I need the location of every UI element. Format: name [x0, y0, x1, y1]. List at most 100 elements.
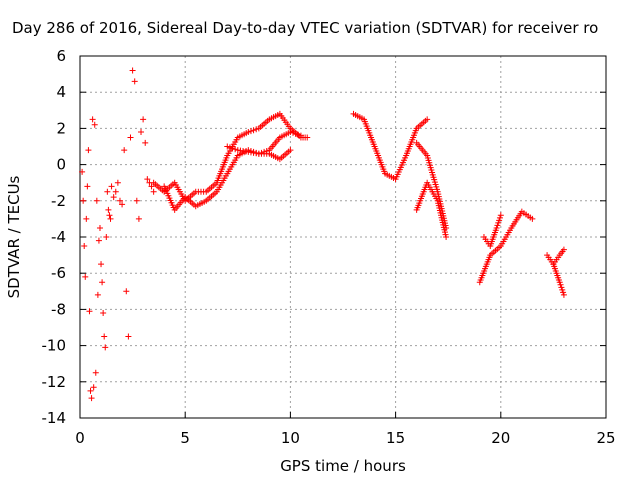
data-point	[295, 131, 302, 138]
data-point	[496, 214, 503, 221]
data-point	[129, 67, 136, 74]
data-point	[88, 395, 95, 402]
data-point	[85, 147, 92, 154]
y-tick-label: -14	[42, 409, 67, 427]
data-point	[104, 188, 111, 195]
data-point	[100, 310, 107, 317]
y-tick-label: -12	[42, 373, 67, 391]
y-tick-label: -10	[42, 337, 67, 355]
data-point	[496, 217, 503, 224]
data-point	[144, 176, 151, 183]
data-point	[79, 168, 86, 175]
data-point	[89, 116, 96, 123]
x-tick-label: 0	[75, 429, 85, 447]
data-point	[559, 286, 566, 293]
data-point	[80, 197, 87, 204]
data-point	[112, 188, 119, 195]
data-point	[297, 132, 304, 139]
y-tick-label: 0	[56, 156, 66, 174]
x-tick-label: 5	[180, 429, 190, 447]
data-point	[105, 206, 112, 213]
data-point	[250, 127, 257, 134]
axis-ticks: 0 5 10 15 20 25 -14 -12 -10 -8 -6 -4 -2 0 2 4 6	[42, 47, 616, 447]
data-point	[121, 147, 128, 154]
data-point	[90, 384, 97, 391]
x-tick-label: 10	[281, 429, 300, 447]
data-point	[125, 333, 132, 340]
data-point	[138, 129, 145, 136]
x-tick-label: 25	[596, 429, 615, 447]
data-point	[245, 129, 252, 136]
data-point	[494, 222, 501, 229]
data-point	[123, 288, 130, 295]
x-tick-label: 15	[386, 429, 405, 447]
data-point	[140, 116, 147, 123]
data-point	[290, 129, 297, 136]
data-point	[253, 126, 260, 133]
data-point	[131, 78, 138, 85]
data-point	[96, 224, 103, 231]
data-point	[116, 197, 123, 204]
data-point	[101, 333, 108, 340]
data-point	[560, 291, 567, 298]
data-point	[247, 128, 254, 135]
data-point	[232, 146, 239, 153]
data-point	[560, 289, 567, 296]
data-point	[560, 246, 567, 253]
y-tick-label: -8	[51, 300, 66, 318]
y-tick-label: -4	[51, 228, 66, 246]
chart-title: Day 286 of 2016, Sidereal Day-to-day VTE…	[12, 19, 598, 37]
data-point	[556, 279, 563, 286]
x-tick-label: 20	[491, 429, 510, 447]
data-point	[142, 139, 149, 146]
data-point	[304, 134, 311, 141]
data-point	[98, 261, 105, 268]
data-point	[127, 134, 134, 141]
y-tick-label: -6	[51, 264, 66, 282]
data-point	[493, 224, 500, 231]
y-tick-label: -2	[51, 192, 66, 210]
data-point	[229, 145, 236, 152]
data-point	[133, 197, 140, 204]
y-tick-label: 6	[56, 47, 66, 65]
data-point	[92, 369, 99, 376]
data-point	[150, 188, 157, 195]
data-point	[287, 147, 294, 154]
data-point	[91, 121, 98, 128]
data-point	[84, 183, 91, 190]
y-tick-label: 2	[56, 119, 66, 137]
data-point	[495, 219, 502, 226]
data-point	[557, 281, 564, 288]
data-point	[87, 387, 94, 394]
data-point	[106, 212, 113, 219]
data-point	[226, 144, 233, 151]
data-point	[114, 179, 121, 186]
y-tick-label: 4	[56, 83, 66, 101]
x-axis-label: GPS time / hours	[280, 457, 406, 475]
data-point	[94, 291, 101, 298]
data-points	[79, 67, 567, 402]
data-point	[83, 215, 90, 222]
grid	[80, 56, 606, 418]
data-point	[224, 143, 231, 150]
data-point	[86, 308, 93, 315]
y-axis-label: SDTVAR / TECUs	[5, 175, 23, 298]
data-point	[497, 212, 504, 219]
data-point	[82, 273, 89, 280]
data-point	[95, 237, 102, 244]
plot-frame	[79, 55, 607, 419]
data-point	[110, 194, 117, 201]
data-point	[107, 215, 114, 222]
data-point	[99, 279, 106, 286]
data-point	[148, 183, 155, 190]
data-point	[287, 129, 294, 136]
data-point	[119, 201, 126, 208]
data-point	[93, 197, 100, 204]
data-point	[443, 234, 450, 240]
data-point	[102, 344, 109, 351]
data-point	[292, 130, 299, 137]
data-point	[108, 183, 115, 190]
data-point	[81, 243, 88, 250]
data-point	[103, 234, 110, 240]
